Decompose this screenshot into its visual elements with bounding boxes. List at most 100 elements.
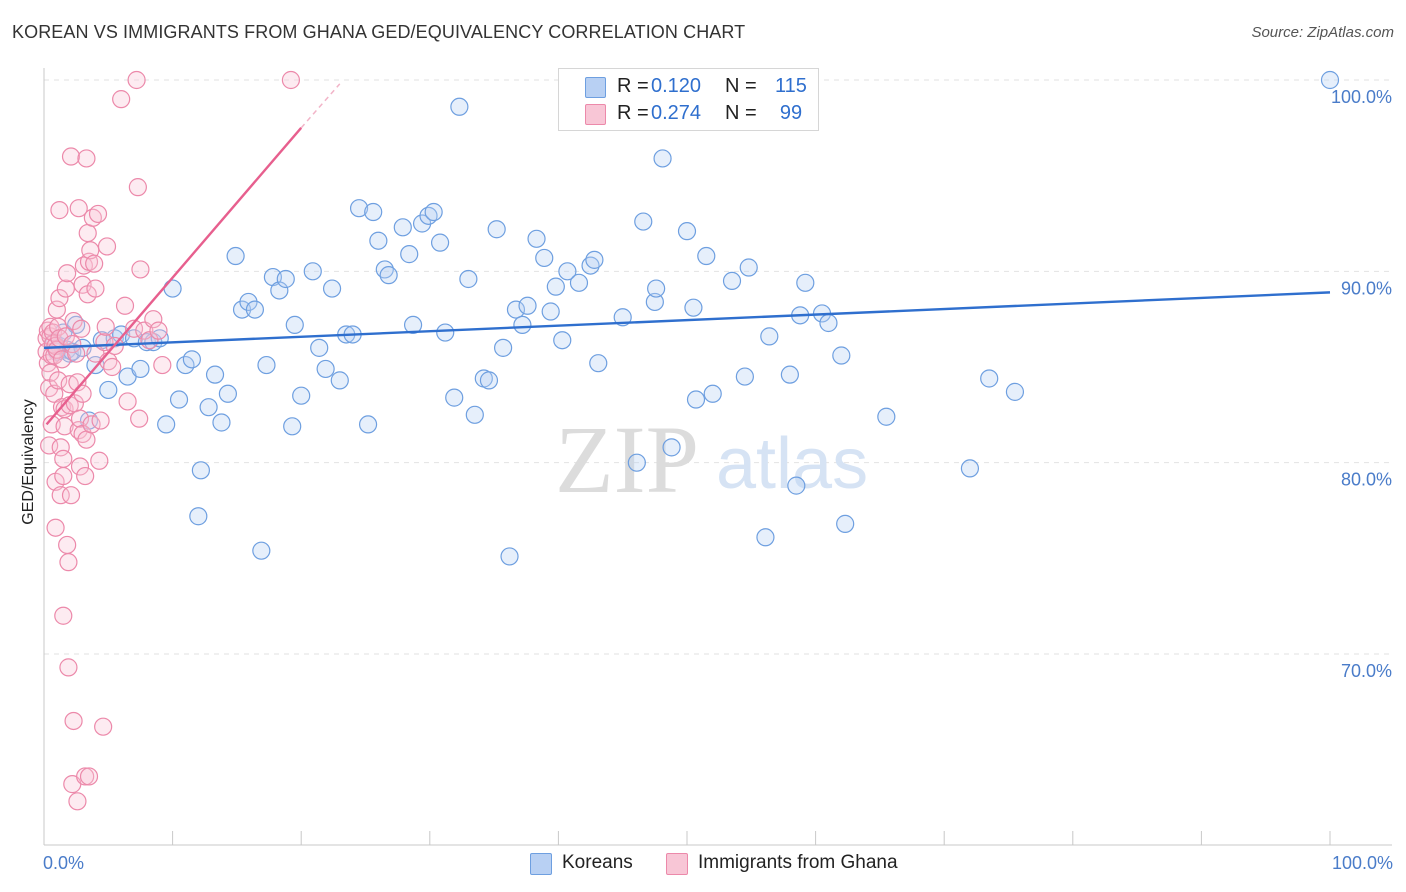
data-point (59, 658, 78, 677)
data-point (50, 201, 69, 220)
data-point (54, 466, 73, 486)
data-point (163, 279, 182, 298)
data-point (487, 220, 506, 239)
data-point (684, 298, 703, 317)
data-point (78, 223, 97, 243)
data-point (796, 273, 815, 292)
legend-swatch-koreans (585, 77, 606, 98)
data-point (756, 528, 775, 547)
data-point (553, 331, 572, 350)
data-point (112, 90, 131, 109)
data-point (169, 390, 189, 409)
data-point (130, 409, 149, 428)
data-point (546, 277, 565, 296)
data-point (653, 149, 672, 168)
data-point (479, 371, 499, 390)
data-point (50, 289, 69, 308)
data-point (54, 449, 73, 468)
data-point (316, 359, 335, 379)
data-point (627, 453, 646, 472)
data-point (63, 334, 82, 354)
bottom-legend-label-ghana: Immigrants from Ghana (698, 852, 898, 873)
data-point (59, 553, 78, 572)
data-point (513, 315, 532, 335)
data-point (613, 308, 632, 327)
legend-n-label: N = (725, 102, 757, 124)
data-point (68, 792, 87, 811)
data-point (91, 411, 110, 430)
data-point (199, 398, 218, 417)
stats-legend: R = 0.120 N = 115 R = 0.274 N = 99 (558, 68, 819, 131)
data-point (64, 311, 83, 331)
data-point (285, 315, 304, 335)
data-point (72, 319, 91, 338)
data-point (645, 292, 664, 312)
data-point (51, 486, 70, 505)
data-point (494, 338, 513, 357)
data-point (500, 547, 519, 566)
data-point (330, 371, 349, 390)
data-point (56, 279, 75, 298)
data-point (780, 365, 799, 384)
data-point (69, 199, 88, 218)
data-point (45, 384, 64, 403)
data-point (634, 212, 653, 231)
data-point (1005, 382, 1025, 401)
trend-line-extension (300, 83, 341, 129)
data-point (739, 258, 758, 277)
data-point (735, 367, 754, 386)
data-point (128, 178, 147, 197)
data-point (115, 296, 135, 315)
trend-line (45, 127, 303, 426)
data-point (459, 269, 478, 289)
data-point (153, 355, 172, 375)
data-point (67, 344, 86, 363)
data-point (49, 371, 68, 390)
y-tick-labels: 100.0% 90.0% 80.0% 70.0% (1331, 87, 1392, 681)
data-point (424, 202, 443, 222)
data-point (252, 541, 271, 560)
data-point (877, 407, 896, 426)
data-point (677, 222, 697, 241)
data-point (527, 229, 546, 248)
data-point (836, 514, 855, 533)
legend-swatch-ghana (585, 104, 606, 125)
watermark: ZIP atlas (555, 406, 868, 513)
data-point (589, 354, 608, 373)
legend-r-label: R = (617, 75, 649, 97)
data-point (558, 262, 577, 281)
axes (43, 68, 1392, 846)
data-point (245, 300, 265, 319)
data-point (281, 70, 301, 90)
x-tick-labels: 0.0% 100.0% (43, 853, 1393, 873)
data-point (97, 237, 117, 256)
data-point (58, 535, 77, 555)
data-point (131, 359, 150, 379)
data-point (70, 457, 90, 476)
data-point (77, 149, 96, 168)
series-ghana (37, 70, 301, 811)
data-point (96, 317, 115, 336)
data-point (436, 323, 455, 342)
y-tick-label: 80.0% (1341, 470, 1392, 490)
data-point (819, 313, 838, 333)
data-point (191, 461, 210, 480)
data-point (686, 390, 706, 409)
legend-n-value: 115 (775, 75, 807, 97)
x-tick-label: 100.0% (1332, 853, 1393, 873)
data-point (349, 199, 369, 218)
y-tick-label: 70.0% (1341, 661, 1392, 681)
y-tick-label: 100.0% (1331, 87, 1392, 107)
data-point (77, 430, 96, 449)
data-point (94, 717, 113, 736)
watermark-atlas: atlas (716, 424, 868, 504)
data-point (54, 606, 73, 625)
data-point (832, 346, 851, 365)
data-point (64, 711, 83, 731)
data-point (292, 386, 311, 405)
data-point (400, 245, 419, 264)
data-point (46, 518, 65, 537)
data-point (182, 350, 201, 369)
data-point (76, 466, 95, 486)
data-point (40, 436, 59, 455)
